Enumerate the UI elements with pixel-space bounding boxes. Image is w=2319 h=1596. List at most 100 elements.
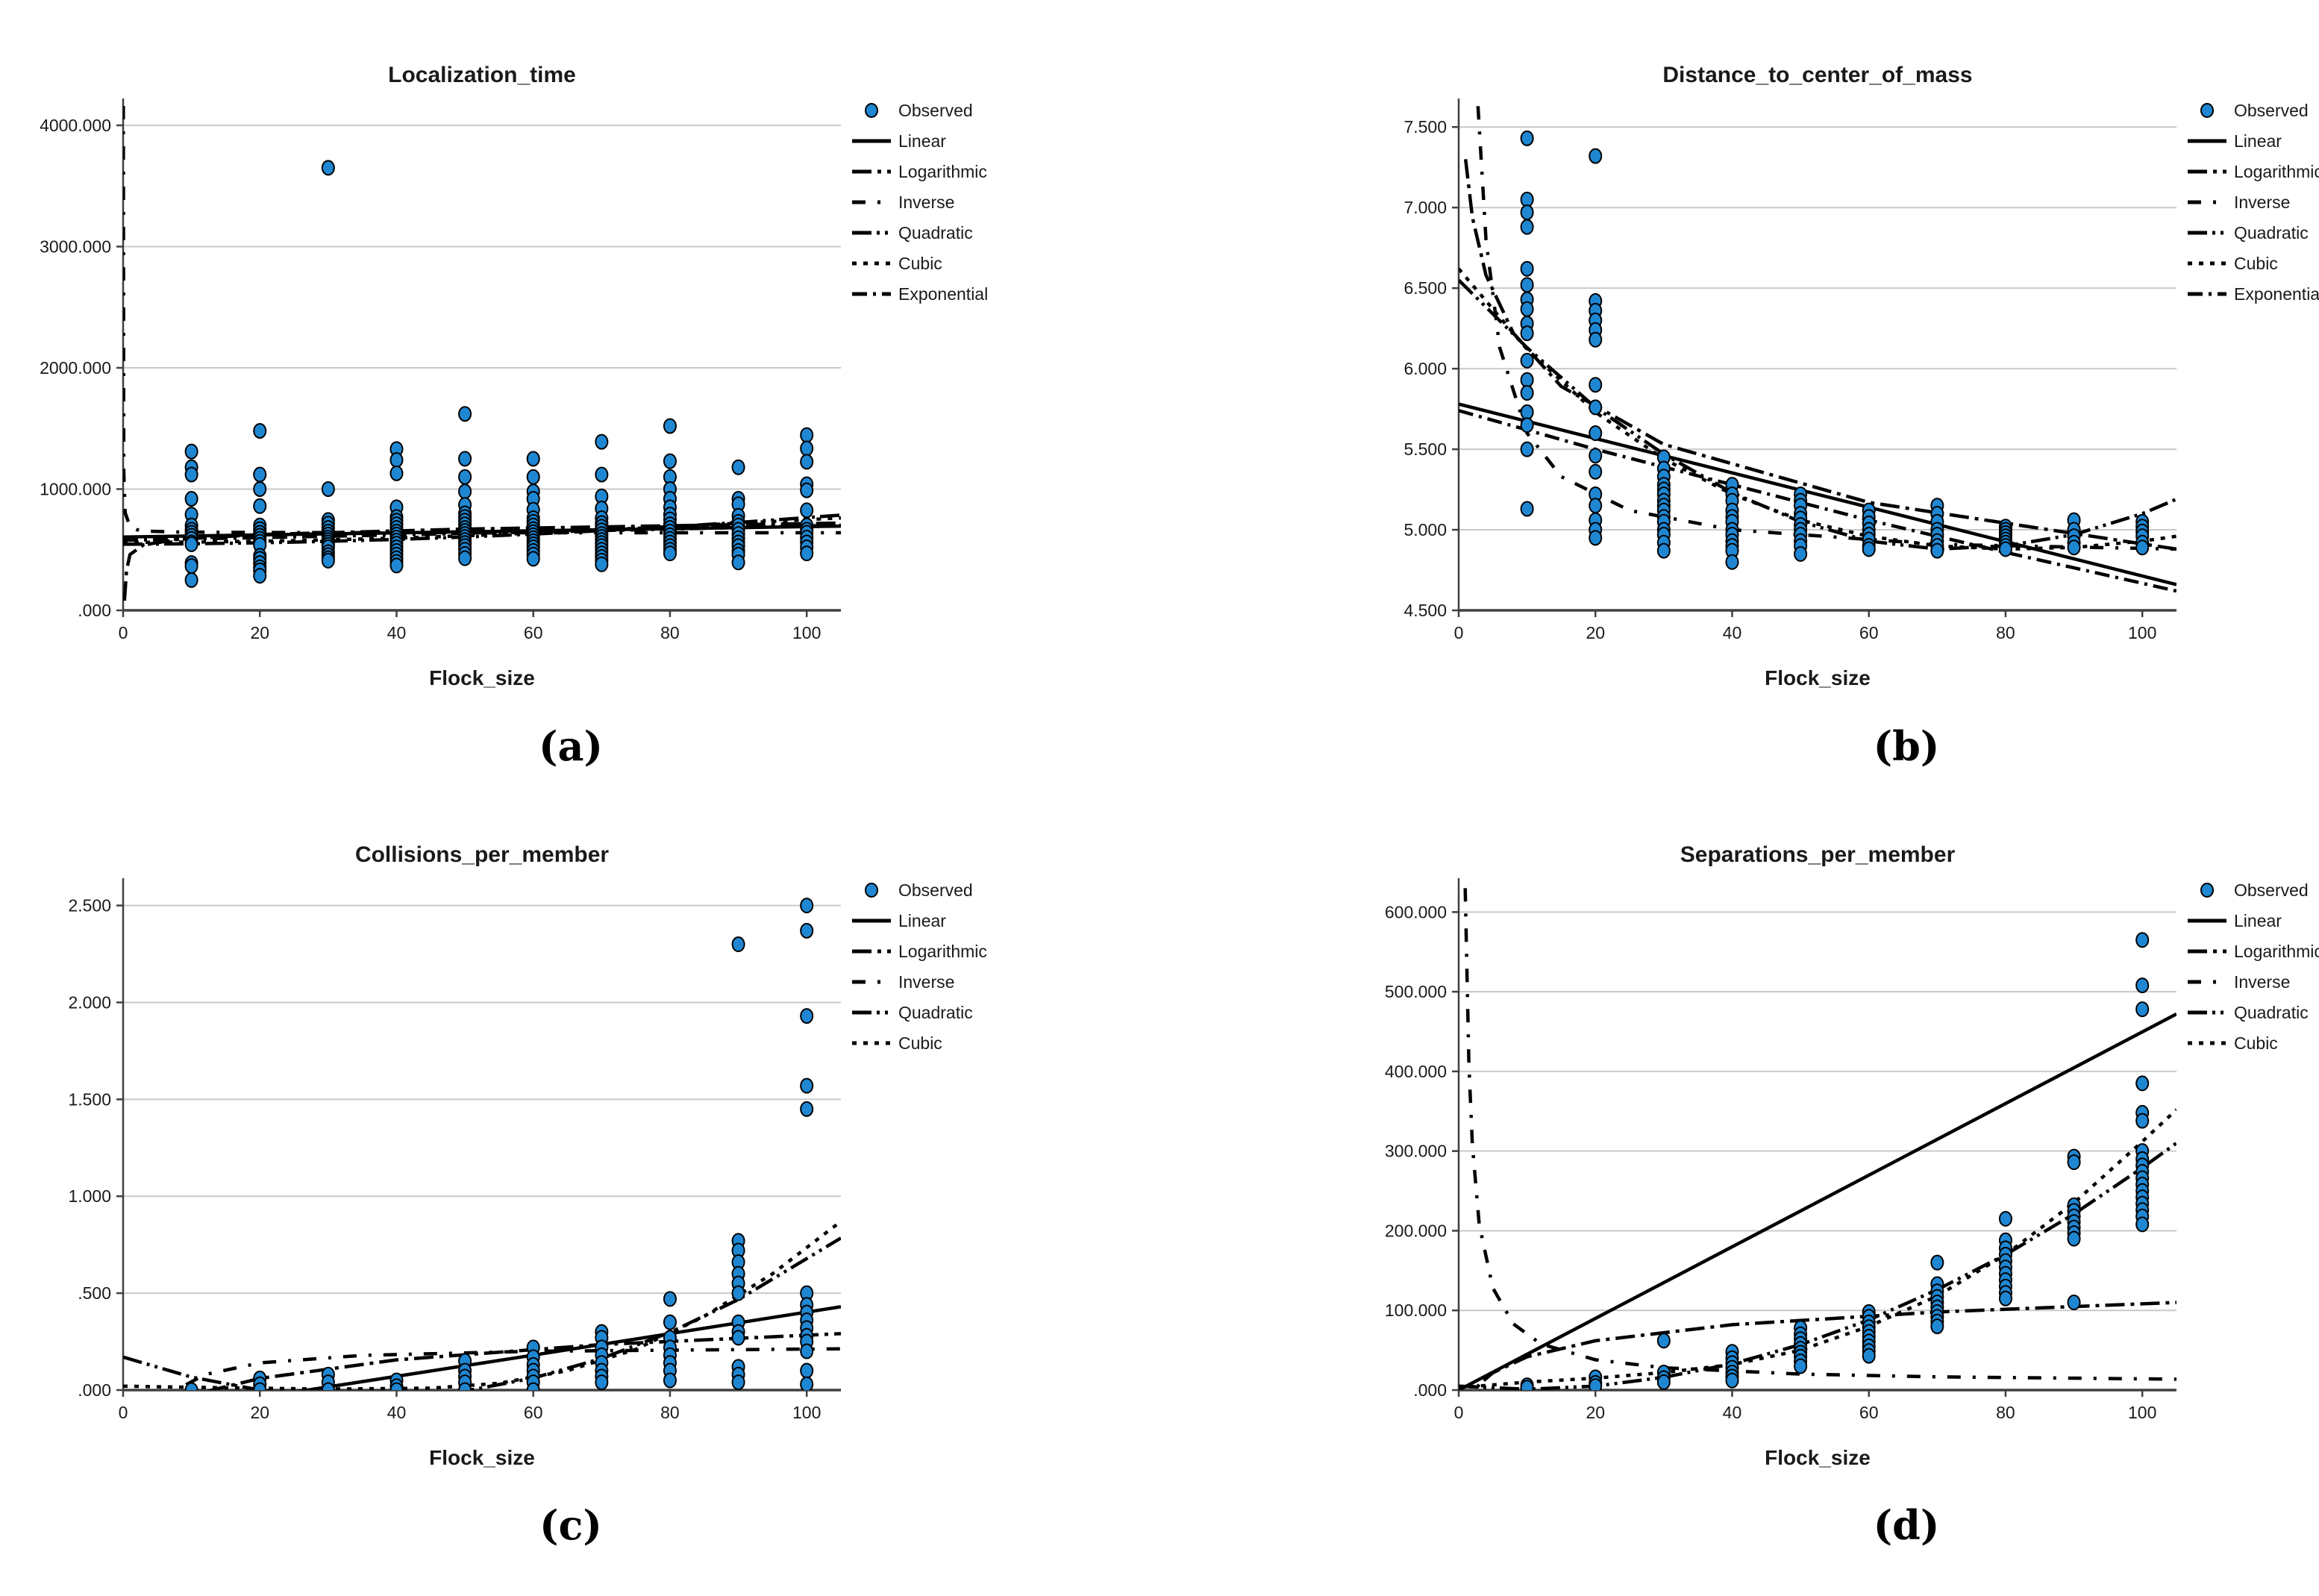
logarithmic-fit-curve [1473,1301,2176,1390]
chart-title: Collisions_per_member [355,842,609,867]
legend-label: Linear [2234,131,2282,151]
observed-point [1725,1372,1739,1389]
observed-point [389,451,404,468]
legend-label: Logarithmic [898,162,987,181]
legend-observed-marker [865,103,878,118]
legend-item: Observed [865,101,973,120]
linear-fit-curve [296,1305,841,1390]
y-tick-label: 7.000 [1403,198,1447,217]
legend-item: Logarithmic [852,162,987,181]
observed-point [184,536,198,552]
observed-point [1589,530,1603,546]
observed-point [1930,1318,1944,1335]
observed-points-group [184,898,814,1390]
caption-c: (c) [539,1501,602,1549]
observed-point [389,465,404,481]
curves-group [1459,888,2176,1390]
observed-point [2135,932,2150,948]
y-tick-label: 1000.000 [40,479,111,498]
observed-point [800,482,814,498]
observed-point [800,1362,814,1379]
observed-point [595,434,609,450]
observed-point [1656,1333,1671,1349]
y-tick-label: 1.000 [68,1186,111,1206]
caption-b: (b) [1873,722,1940,770]
legend-label: Logarithmic [2234,942,2319,961]
x-tick-label: 100 [792,623,821,642]
legend-item: Quadratic [2188,223,2309,242]
observed-point [1998,541,2012,557]
legend-item: Quadratic [852,223,973,242]
observed-point [526,451,540,467]
observed-point [389,557,404,574]
legend-item: Quadratic [2188,1003,2309,1022]
observed-point [663,453,677,469]
observed-point [1589,377,1603,393]
legend-label: Observed [2234,101,2309,120]
observed-point [321,481,335,497]
observed-point [731,1330,745,1346]
cubic-fit-curve [123,516,841,545]
legend-item: Inverse [852,193,954,212]
legend-label: Cubic [898,1033,942,1053]
observed-point [1520,191,1534,207]
observed-point [2135,1001,2150,1018]
y-tick-label: 5.000 [1403,520,1447,539]
observed-point [1520,260,1534,277]
observed-point [253,422,267,439]
observed-point [800,922,814,939]
legend-label: Logarithmic [898,942,987,961]
linear-fit-curve [1459,1013,2176,1390]
legend-observed-marker [865,883,878,898]
legend-label: Exponential [2234,284,2319,304]
observed-point [1520,219,1534,235]
y-tick-label: 100.000 [1385,1301,1447,1320]
legend-item: Linear [852,131,946,151]
chart-title: Localization_time [388,63,576,87]
legend-item: Cubic [852,254,942,273]
observed-point [731,1374,745,1390]
legend-item: Cubic [2188,254,2278,273]
observed-point [458,1382,472,1390]
x-tick-label: 60 [1859,1403,1879,1422]
y-tick-label: 300.000 [1385,1142,1447,1161]
x-axis-label: Flock_size [429,1446,535,1469]
legend-item: Observed [865,880,973,900]
legend-observed-marker [2200,103,2214,118]
observed-point [595,556,609,572]
observed-point [184,443,198,460]
observed-point [800,1343,814,1359]
x-tick-label: 100 [2128,623,2156,642]
observed-point [2067,1154,2081,1171]
observed-point [800,545,814,562]
legend-label: Logarithmic [2234,162,2319,181]
observed-point [1520,204,1534,221]
x-tick-label: 20 [250,623,269,642]
observed-point [184,572,198,588]
x-tick-label: 0 [119,623,128,642]
observed-point [2067,1230,2081,1247]
y-tick-label: 500.000 [1385,982,1447,1001]
observed-point [458,550,472,566]
x-tick-label: 100 [792,1403,821,1422]
inverse-fit-curve [1476,104,2176,551]
observed-point [1520,385,1534,401]
x-tick-label: 40 [387,623,407,642]
x-tick-label: 80 [660,623,680,642]
observed-point [663,1372,677,1389]
y-tick-label: 4.500 [1403,601,1447,620]
legend-item: Cubic [852,1033,942,1053]
y-tick-label: 2000.000 [40,358,111,378]
x-tick-label: 0 [119,1403,128,1422]
legend-label: Cubic [2234,254,2278,273]
observed-point [663,1291,677,1307]
observed-point [1520,372,1534,388]
x-tick-label: 0 [1454,623,1464,642]
y-tick-label: 5.500 [1403,439,1447,459]
legend-item: Observed [2200,880,2309,900]
legend-label: Exponential [898,284,988,304]
observed-point [184,466,198,483]
legend-label: Cubic [2234,1033,2278,1053]
observed-point [1520,130,1534,146]
y-tick-label: 3000.000 [40,237,111,256]
